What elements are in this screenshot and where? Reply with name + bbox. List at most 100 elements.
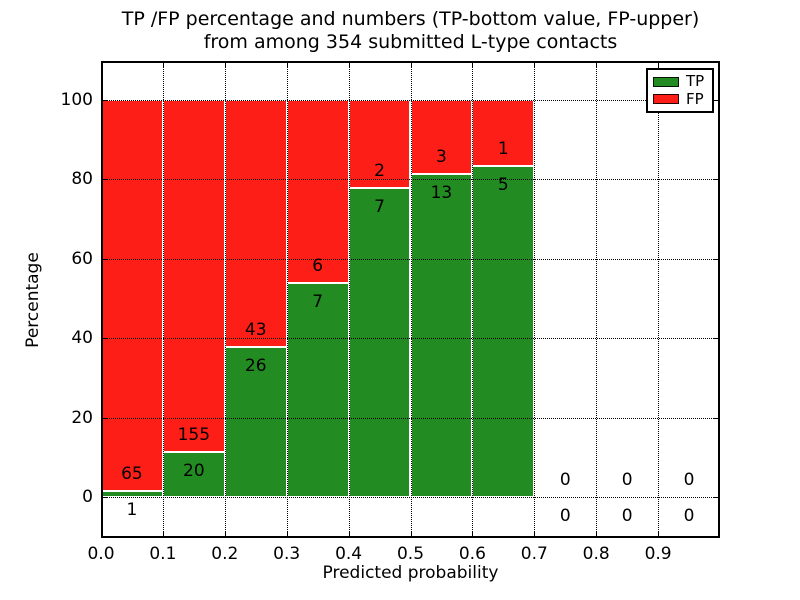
tick-mark-right: [713, 258, 720, 260]
chart-title-line1: TP /FP percentage and numbers (TP-bottom…: [121, 8, 700, 30]
x-tick-label: 0.0: [87, 544, 115, 564]
tick-mark-right: [713, 338, 720, 340]
bar-tp-segment: [410, 174, 473, 498]
gridline-horizontal: [101, 417, 720, 419]
tp-count-label: 0: [621, 506, 633, 527]
tick-mark-top: [286, 61, 288, 68]
tp-count-label: 7: [374, 196, 385, 217]
x-tick-label: 0.4: [335, 544, 363, 564]
tp-count-label: 1: [126, 500, 138, 520]
gridline-vertical: [224, 61, 226, 538]
gridline-vertical: [534, 61, 536, 538]
tick-mark-top: [348, 61, 350, 68]
tick-mark-top: [224, 61, 226, 68]
tick-mark-left: [101, 497, 108, 499]
fp-count-label: 0: [559, 470, 571, 491]
tp-count-label: 26: [244, 356, 267, 377]
tick-mark-top: [410, 61, 412, 68]
tick-mark-bottom: [596, 531, 598, 538]
gridline-vertical: [348, 61, 350, 538]
gridline-vertical: [410, 61, 412, 538]
fp-count-label: 0: [621, 470, 633, 491]
tick-mark-bottom: [101, 531, 102, 538]
legend-swatch-fp: [653, 94, 679, 105]
gridline-vertical: [286, 61, 288, 538]
gridline-vertical: [162, 61, 164, 538]
legend-item-fp: FP: [653, 89, 707, 108]
bar-tp-segment: [162, 451, 225, 498]
fp-count-label: 3: [436, 147, 447, 168]
fp-count-label: 65: [121, 464, 143, 484]
bar-fp-segment: [162, 99, 225, 452]
tick-mark-bottom: [410, 531, 412, 538]
legend-item-tp: TP: [653, 74, 707, 89]
chart-title-line2: from among 354 submitted L-type contacts: [203, 31, 618, 53]
fp-count-label: 6: [312, 256, 324, 276]
tick-mark-top: [534, 61, 536, 68]
tick-mark-top: [101, 61, 102, 68]
bar-tp-segment: [348, 187, 411, 498]
tick-mark-left: [101, 258, 108, 260]
chart-title: TP /FP percentage and numbers (TP-bottom…: [101, 8, 720, 54]
tick-mark-left: [101, 417, 108, 419]
tick-mark-left: [101, 179, 108, 181]
tp-count-label: 20: [183, 460, 205, 481]
tick-mark-left: [101, 99, 108, 101]
plot-area: TP FP 0.0 0.1 0.2 0.3 0.4 0.5 0.6 0.7 0.8 0.9 0 20 40…: [61, 61, 720, 564]
tick-mark-bottom: [472, 531, 474, 538]
tp-count-label: 5: [497, 174, 509, 195]
x-axis-label: Predicted probability: [322, 563, 499, 583]
tick-mark-bottom: [224, 531, 226, 538]
fp-count-label: 43: [244, 320, 267, 341]
gridline-vertical: [472, 61, 474, 538]
y-tick-label: 20: [71, 407, 93, 428]
tick-mark-left: [101, 338, 108, 340]
tick-mark-top: [472, 61, 474, 68]
tick-mark-top: [596, 61, 598, 68]
tick-mark-bottom: [658, 531, 660, 538]
bar-tp-segment: [472, 165, 535, 498]
bar-tp-segment: [286, 283, 349, 498]
legend-label: FP: [686, 89, 704, 108]
y-tick-label: 80: [71, 169, 93, 190]
x-tick-label: 0.8: [582, 544, 610, 564]
y-tick-label: 40: [71, 328, 93, 349]
y-tick-label: 100: [60, 89, 93, 110]
fp-count-label: 1: [497, 138, 509, 159]
tick-mark-bottom: [286, 531, 288, 538]
x-tick-label: 0.6: [458, 544, 486, 564]
tick-mark-bottom: [348, 531, 350, 538]
y-tick-label: 60: [71, 248, 93, 269]
x-tick-label: 0.5: [396, 544, 425, 564]
bar-fp-segment: [224, 99, 287, 348]
gridline-horizontal: [101, 338, 720, 340]
legend-swatch-tp: [653, 76, 679, 87]
tick-mark-bottom: [534, 531, 536, 538]
gridline-horizontal: [101, 179, 720, 181]
tp-count-label: 0: [683, 506, 695, 527]
tp-count-label: 7: [312, 292, 324, 312]
gridline-horizontal: [101, 99, 720, 101]
tick-mark-top: [162, 61, 164, 68]
gridline-horizontal: [101, 497, 720, 499]
tick-mark-right: [713, 417, 720, 419]
tick-mark-top: [658, 61, 660, 68]
legend-box: TP FP: [646, 68, 714, 113]
bar-fp-segment: [286, 99, 349, 283]
bar-fp-segment: [101, 99, 163, 491]
fp-count-label: 0: [683, 470, 695, 491]
tp-count-label: 0: [559, 506, 571, 527]
legend-label: TP: [686, 72, 705, 91]
tick-mark-right: [713, 99, 720, 101]
tp-count-label: 13: [430, 183, 453, 204]
x-tick-label: 0.7: [520, 544, 548, 564]
gridline-vertical: [596, 61, 598, 538]
fp-count-label: 2: [374, 160, 385, 181]
x-tick-label: 0.1: [149, 544, 177, 564]
gridline-horizontal: [101, 258, 720, 260]
x-tick-label: 0.9: [644, 544, 672, 564]
fp-count-label: 155: [177, 424, 211, 445]
x-tick-label: 0.2: [211, 544, 239, 564]
gridline-vertical: [658, 61, 660, 538]
